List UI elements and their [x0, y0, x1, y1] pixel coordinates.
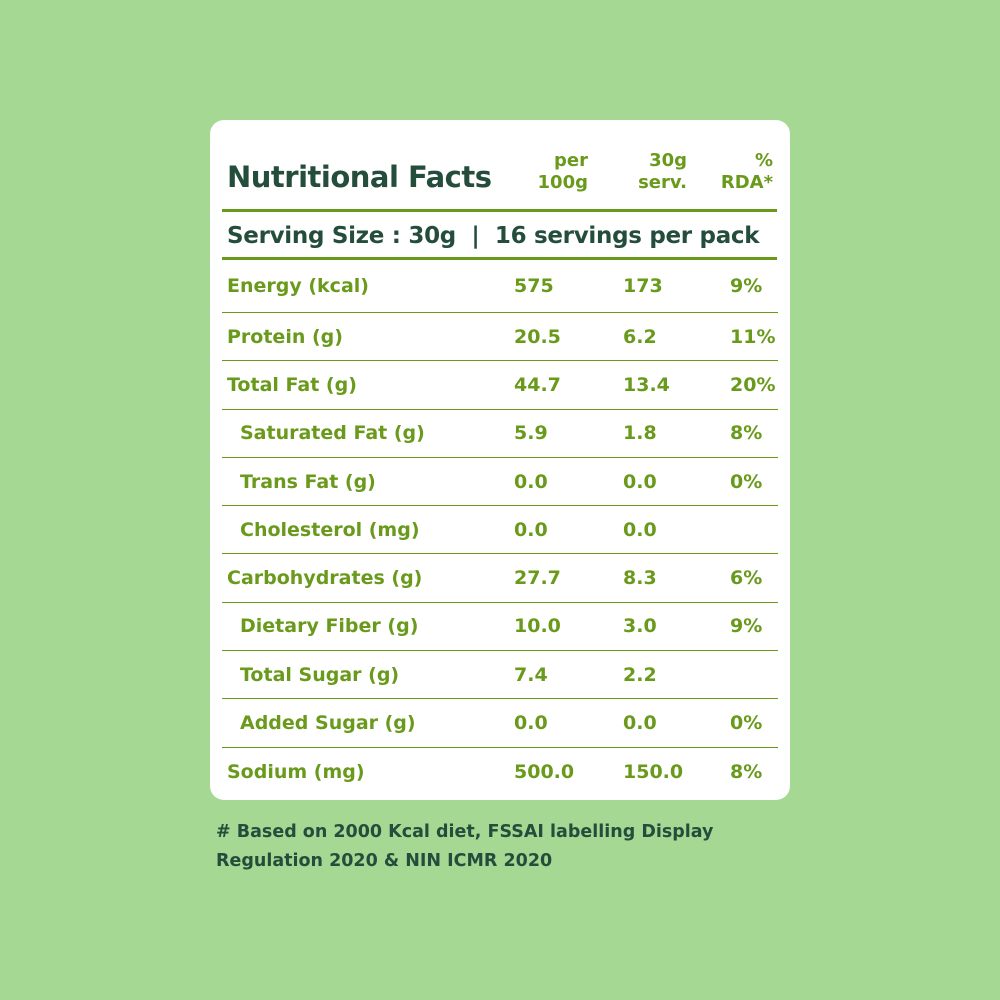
value-rda: 8% [730, 422, 763, 445]
table-row: Saturated Fat (g) 5.9 1.8 8% [222, 410, 778, 458]
value-per-serving: 1.8 [623, 422, 657, 445]
value-rda: 6% [730, 567, 763, 590]
value-rda: 9% [730, 275, 763, 297]
serving-size: Serving Size : 30g | 16 servings per pac… [227, 223, 760, 249]
value-per-100g: 7.4 [514, 663, 548, 686]
column-header-serving: 30g serv. [638, 150, 687, 194]
value-rda: 0% [730, 470, 763, 493]
nutrient-name: Sodium (mg) [227, 760, 365, 783]
page-title: Nutritional Facts [227, 160, 492, 194]
value-per-serving: 0.0 [623, 470, 657, 493]
value-rda: 20% [730, 373, 776, 396]
table-row: Carbohydrates (g) 27.7 8.3 6% [222, 554, 778, 603]
value-per-100g: 0.0 [514, 470, 548, 493]
divider [222, 257, 777, 260]
table-row: Added Sugar (g) 0.0 0.0 0% [222, 699, 778, 748]
value-per-serving: 173 [623, 275, 663, 297]
value-rda: 0% [730, 712, 763, 735]
divider [222, 209, 777, 212]
value-rda: 8% [730, 760, 763, 783]
nutrient-name: Total Fat (g) [227, 373, 357, 396]
column-header-line: RDA* [720, 172, 773, 193]
value-per-100g: 500.0 [514, 760, 575, 783]
table-row: Cholesterol (mg) 0.0 0.0 [222, 506, 778, 555]
value-per-100g: 5.9 [514, 422, 548, 445]
table-row: Dietary Fiber (g) 10.0 3.0 9% [222, 603, 778, 652]
nutrient-name: Added Sugar (g) [240, 712, 416, 735]
nutrient-name: Saturated Fat (g) [240, 422, 425, 445]
nutrient-name: Dietary Fiber (g) [240, 615, 419, 638]
nutrition-facts-card: Nutritional Facts per 100g 30g serv. % R… [210, 120, 790, 800]
value-per-100g: 10.0 [514, 615, 561, 638]
value-per-100g: 44.7 [514, 373, 561, 396]
nutrient-name: Protein (g) [227, 325, 343, 348]
nutrient-table: Energy (kcal) 575 173 9% Protein (g) 20.5 6.2 1… [210, 260, 790, 796]
column-header-line: 30g [649, 150, 687, 171]
value-per-100g: 0.0 [514, 518, 548, 541]
column-header-rda: % RDA* [721, 150, 773, 194]
footnote-line: Regulation 2020 & NIN ICMR 2020 [216, 851, 553, 871]
value-per-100g: 27.7 [514, 567, 561, 590]
column-header-per-100g: per 100g [538, 150, 588, 194]
value-per-100g: 575 [514, 275, 554, 297]
table-row: Trans Fat (g) 0.0 0.0 0% [222, 458, 778, 507]
column-header-line: serv. [638, 172, 687, 193]
nutrient-name: Trans Fat (g) [240, 470, 376, 493]
value-per-serving: 2.2 [623, 663, 657, 686]
value-per-serving: 6.2 [623, 325, 657, 348]
value-per-serving: 13.4 [623, 373, 670, 396]
nutrient-name: Energy (kcal) [227, 275, 369, 297]
value-per-serving: 8.3 [623, 567, 657, 590]
table-row: Protein (g) 20.5 6.2 11% [222, 313, 778, 362]
value-per-serving: 0.0 [623, 712, 657, 735]
value-per-100g: 20.5 [514, 325, 561, 348]
value-rda: 11% [730, 325, 776, 348]
footnote-line: # Based on 2000 Kcal diet, FSSAI labelli… [216, 822, 714, 842]
value-per-serving: 3.0 [623, 615, 657, 638]
value-per-100g: 0.0 [514, 712, 548, 735]
nutrient-name: Carbohydrates (g) [227, 567, 423, 590]
value-per-serving: 150.0 [623, 760, 684, 783]
value-per-serving: 0.0 [623, 518, 657, 541]
column-header-line: % [754, 150, 773, 171]
table-row: Total Sugar (g) 7.4 2.2 [222, 651, 778, 700]
nutrient-name: Cholesterol (mg) [240, 518, 420, 541]
table-row: Energy (kcal) 575 173 9% [222, 260, 778, 313]
value-rda: 9% [730, 615, 763, 638]
footnote: # Based on 2000 Kcal diet, FSSAI labelli… [216, 818, 713, 876]
column-header-line: 100g [537, 172, 588, 193]
table-row: Sodium (mg) 500.0 150.0 8% [222, 748, 778, 796]
table-row: Total Fat (g) 44.7 13.4 20% [222, 361, 778, 410]
nutrient-name: Total Sugar (g) [240, 663, 400, 686]
column-header-line: per [554, 150, 588, 171]
